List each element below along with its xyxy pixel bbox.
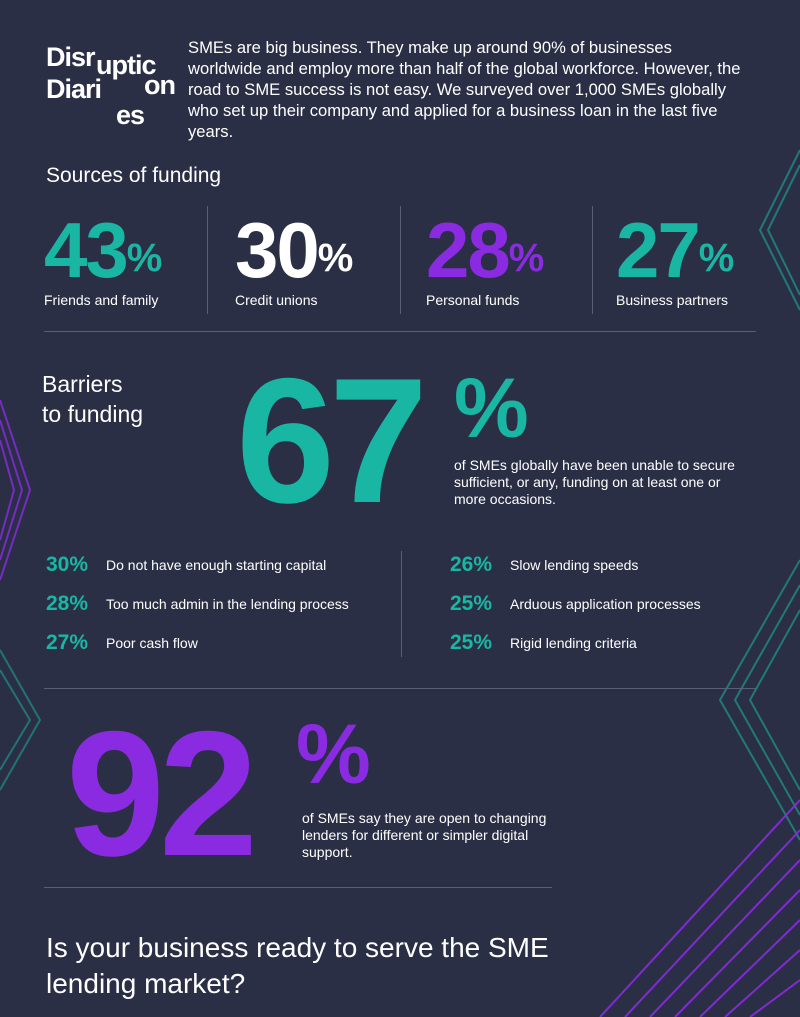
barrier-value: 25% bbox=[450, 592, 493, 615]
barrier-value: 28% bbox=[46, 592, 89, 615]
stat-value: 28% bbox=[426, 206, 545, 294]
barrier-value: 25% bbox=[450, 631, 493, 654]
barrier-label: Do not have enough starting capital bbox=[106, 557, 327, 573]
divider bbox=[400, 206, 401, 314]
switching-text: of SMEs say they are open to changing le… bbox=[302, 810, 547, 860]
barrier-value: 30% bbox=[46, 553, 89, 576]
section-divider bbox=[44, 688, 756, 689]
barrier-label: Arduous application processes bbox=[510, 596, 701, 612]
barrier-value: 27% bbox=[46, 631, 89, 654]
barrier-row: 30% Do not have enough starting capital bbox=[46, 553, 386, 577]
barrier-label: Slow lending speeds bbox=[510, 557, 639, 573]
stat-label: Personal funds bbox=[426, 292, 520, 308]
brand-logo: Disr uptic Diari on es bbox=[46, 42, 176, 129]
section-divider bbox=[44, 331, 756, 332]
stat-credit-unions: 30% Credit unions bbox=[235, 210, 420, 320]
barriers-headline-text: of SMEs globally have been unable to sec… bbox=[454, 457, 735, 507]
stat-label: Business partners bbox=[616, 292, 729, 308]
stat-value: 30% bbox=[235, 206, 354, 294]
barriers-title-line: Barriers bbox=[42, 371, 123, 397]
logo-text-part: Disr bbox=[46, 42, 96, 72]
stat-business-partners: 27% Business partners bbox=[616, 210, 800, 320]
barriers-title: Barriers to funding bbox=[42, 369, 143, 429]
logo-text-part: es bbox=[116, 100, 145, 130]
stat-value: 43% bbox=[44, 206, 163, 294]
stat-value: 27% bbox=[616, 206, 735, 294]
stat-personal-funds: 28% Personal funds bbox=[426, 210, 611, 320]
switching-value: 92 bbox=[66, 694, 258, 893]
switching-unit: % bbox=[296, 707, 371, 801]
barrier-row: 25% Arduous application processes bbox=[450, 592, 750, 616]
barrier-label: Poor cash flow bbox=[106, 635, 198, 651]
intro-paragraph: SMEs are big business. They make up arou… bbox=[188, 38, 741, 141]
barrier-value: 26% bbox=[450, 553, 493, 576]
barrier-row: 28% Too much admin in the lending proces… bbox=[46, 592, 386, 616]
divider bbox=[401, 551, 402, 657]
stat-label: Credit unions bbox=[235, 292, 318, 308]
stat-label: Friends and family bbox=[44, 292, 159, 308]
barrier-label: Too much admin in the lending process bbox=[106, 596, 349, 612]
barriers-title-line: to funding bbox=[42, 401, 144, 427]
section-divider bbox=[44, 887, 552, 888]
barrier-row: 25% Rigid lending criteria bbox=[450, 631, 750, 655]
stat-friends-family: 43% Friends and family bbox=[44, 210, 229, 320]
barriers-headline-unit: % bbox=[454, 361, 529, 455]
sources-title: Sources of funding bbox=[46, 164, 222, 187]
logo-text-part: uptic bbox=[96, 50, 156, 80]
barrier-row: 26% Slow lending speeds bbox=[450, 553, 750, 577]
divider bbox=[592, 206, 593, 314]
barriers-headline-value: 67 bbox=[236, 341, 428, 540]
cta-heading: Is your business ready to serve the SME … bbox=[46, 932, 549, 999]
barrier-label: Rigid lending criteria bbox=[510, 635, 637, 651]
logo-text-part: on bbox=[144, 70, 176, 100]
barrier-row: 27% Poor cash flow bbox=[46, 631, 386, 655]
logo-text-part: Diari bbox=[46, 74, 102, 104]
divider bbox=[207, 206, 208, 314]
